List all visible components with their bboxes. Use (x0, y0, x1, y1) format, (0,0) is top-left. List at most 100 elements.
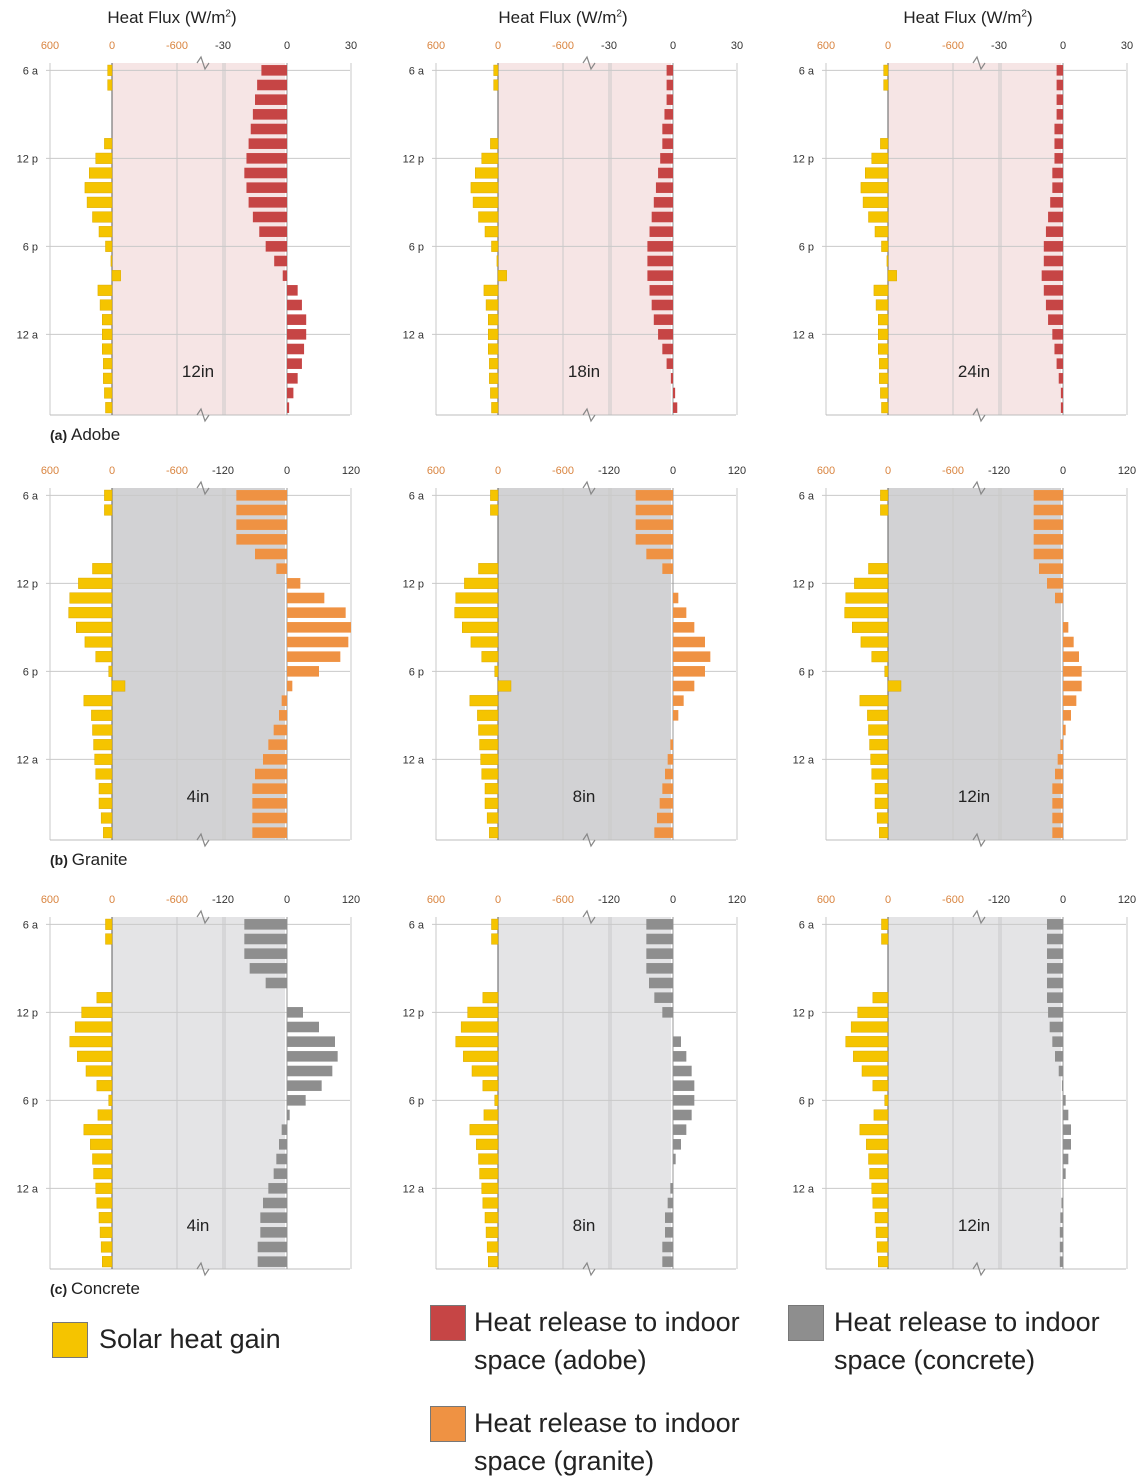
column-title-2: Heat Flux (W/m2) (498, 8, 628, 27)
r1p1-flux-bar-7a (257, 79, 287, 91)
r2p3-solar-tick-0: 600 (817, 465, 835, 477)
r1p3-solar-bar-10p (875, 299, 889, 311)
r1p1-time-label-3: 12 a (17, 329, 39, 341)
r3p2-flux-bar-12p (662, 1007, 673, 1018)
r3p3-flux-bar-2a (1060, 1212, 1063, 1223)
r1p3-flux-bar-9a (1056, 109, 1063, 120)
r3p2-flux-bar-7p (673, 1109, 692, 1121)
r2p3-solar-bar-3p (852, 621, 889, 633)
r1p3-flux-bar-7a (1056, 79, 1063, 91)
r3p3-time-label-1: 12 p (793, 1007, 814, 1019)
r3p3-solar-bar-3a (875, 1226, 889, 1238)
r2p2-time-label-1: 12 p (403, 578, 424, 590)
r3p2-time-label-2: 6 p (409, 1095, 424, 1107)
r1p2-solar-bar-1p (475, 167, 499, 179)
r1p3-flux-bar-6p (1043, 241, 1063, 252)
r2p2-solar-bar-3a (484, 797, 499, 809)
r1p1-thickness-label: 12in (182, 362, 214, 381)
r2p1-flux-bar-12p (287, 578, 301, 589)
r1p1-solar-tick-2: -600 (166, 40, 188, 52)
r2p1-solar-bar-8p (83, 695, 113, 707)
legend-concrete-label-1: Heat release to indoor (834, 1307, 1100, 1337)
legend-solar-label: Solar heat gain (99, 1324, 281, 1354)
r3p3-solar-bar-11a (872, 992, 889, 1004)
r3p3-flux-bar-6a (1047, 919, 1063, 930)
r1p1-solar-bar-12p (95, 152, 113, 164)
r2p3-solar-bar-9p (867, 709, 889, 721)
r3p2-flux-bar-8a (646, 948, 673, 959)
r2p1-solar-bar-12p (78, 577, 113, 589)
r3p3-flux-bar-6p (1063, 1095, 1066, 1106)
r1p1-solar-bar-7a (107, 79, 113, 91)
r2p1-solar-tick-1: 0 (109, 465, 115, 477)
r3p3-solar-bar-2a (874, 1212, 889, 1224)
r1p1-axis-break-top (196, 55, 210, 71)
r2p3-axis-break-bottom (972, 832, 986, 848)
r1p1-flux-bar-3a (287, 373, 298, 384)
r2p1-flux-bar-3a (252, 798, 287, 809)
r1p3-flux-bar-1p (1052, 167, 1063, 179)
r2p3-flux-bar-2a (1052, 783, 1063, 794)
r2p3-solar-bar-5a (879, 827, 889, 839)
r2p3-time-label-2: 6 p (799, 666, 814, 678)
r3p3-flux-bar-10p (1063, 1153, 1069, 1165)
r1p1-flux-bar-4a (287, 387, 294, 399)
r2p3-flux-bar-4p (1063, 636, 1074, 648)
row-label-letter-adobe: (a) (50, 427, 71, 443)
r2p2-solar-bar-7a (490, 504, 499, 516)
r2p2-flux-bar-8a (635, 519, 673, 530)
r3p1-flux-bar-10a (265, 977, 287, 989)
r2p3-solar-bar-1a (871, 768, 889, 780)
r3p1-flux-tick-1: 0 (284, 894, 290, 906)
r1p2-flux-bar-2a (666, 358, 673, 369)
r2p3-flux-bar-7a (1033, 504, 1063, 516)
r2p2-flux-bar-2a (662, 783, 673, 794)
r2p3-flux-tick-0: -120 (988, 465, 1010, 477)
r3p3-solar-bar-6a (881, 918, 889, 930)
r2p1-solar-bar-2p (68, 607, 113, 619)
r2p3-background (888, 488, 1061, 840)
r2p1-solar-bar-1p (69, 592, 113, 604)
r2p2-solar-tick-0: 600 (427, 465, 445, 477)
r3p2-solar-bar-1p (460, 1021, 499, 1033)
r3p1-solar-bar-1a (96, 1197, 113, 1209)
r3p3-flux-bar-11a (1047, 992, 1063, 1003)
r2p1-solar-bar-11p (93, 739, 113, 751)
r1p1-flux-bar-5p (259, 226, 287, 237)
r2p3-solar-bar-3a (874, 797, 889, 809)
r3p1-flux-bar-1p (287, 1021, 319, 1033)
row-label-adobe: (a) Adobe (50, 425, 120, 444)
r3p2-solar-tick-2: -600 (552, 894, 574, 906)
r2p3-flux-bar-8a (1033, 519, 1063, 530)
r3p1-solar-bar-2p (69, 1036, 113, 1048)
r2p3-solar-bar-2a (874, 783, 889, 795)
r2p1-flux-bar-2a (252, 783, 287, 794)
r1p1-solar-bar-10p (99, 299, 113, 311)
r2p3-flux-bar-4a (1052, 812, 1063, 824)
r3p2-flux-bar-10p (673, 1153, 676, 1165)
r2p3-solar-bar-6a (880, 489, 889, 501)
r1p3-solar-tick-2: -600 (942, 40, 964, 52)
r2p3-flux-bar-1p (1055, 592, 1063, 604)
r2p2-solar-bar-1p (455, 592, 499, 604)
r1p2-solar-bar-2p (470, 182, 499, 194)
r2p3-flux-bar-3a (1052, 798, 1063, 809)
r2p3-solar-bar-10p (868, 724, 889, 736)
r3p1-solar-bar-11a (96, 992, 113, 1004)
r1p2-flux-bar-12p (660, 153, 673, 164)
r3p2-flux-bar-5a (662, 1256, 673, 1267)
r1p1-solar-bar-6p (105, 240, 113, 252)
r2p1-solar-bar-4a (100, 812, 113, 824)
r3p1-solar-bar-5p (96, 1080, 113, 1092)
r3p3-flux-bar-10a (1047, 977, 1063, 989)
r3p3-flux-bar-8p (1063, 1124, 1071, 1135)
r3p3-solar-bar-12a (871, 1182, 889, 1194)
r2p1-flux-bar-1a (255, 768, 287, 780)
r1p3-flux-bar-2a (1056, 358, 1063, 369)
r2p2-flux-bar-11p (670, 739, 673, 750)
r2p2-solar-bar-9p (477, 709, 499, 721)
r2p2-flux-bar-5a (654, 827, 673, 838)
r2p3-flux-bar-11p (1060, 739, 1063, 750)
r1p2-solar-bar-5a (491, 402, 499, 414)
r1p2-solar-bar-11a (490, 138, 499, 150)
